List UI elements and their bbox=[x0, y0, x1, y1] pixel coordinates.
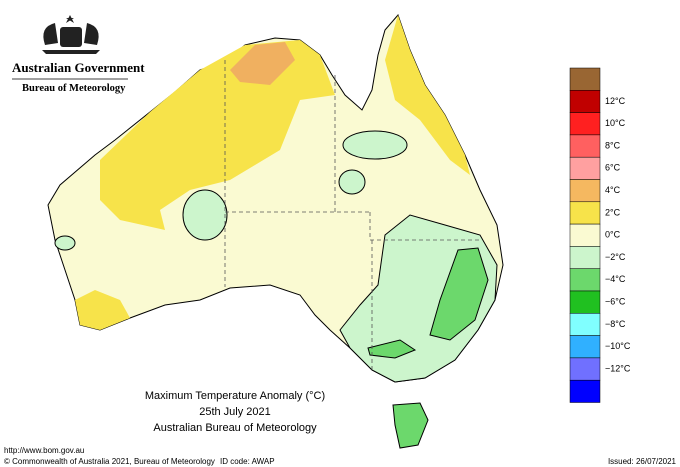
legend-label: 6°C bbox=[605, 163, 621, 173]
map-source: Australian Bureau of Meteorology bbox=[153, 422, 317, 434]
legend-swatch bbox=[569, 379, 601, 403]
warm-east bbox=[385, 15, 470, 175]
footer-issued: Issued: 26/07/2021 bbox=[608, 457, 677, 466]
legend-swatch bbox=[569, 201, 601, 225]
legend: 12°C 10°C 8°C 6°C 4°C 2°C 0°C −2°C −4°C −6°C −8°C −… bbox=[569, 67, 631, 403]
legend-label: −10°C bbox=[605, 341, 631, 351]
legend-swatch bbox=[569, 112, 601, 136]
legend-swatch bbox=[569, 357, 601, 381]
legend-label: 12°C bbox=[605, 96, 626, 106]
cool-pocket bbox=[54, 235, 76, 251]
government: Australian Government bbox=[12, 60, 145, 75]
cool-pocket bbox=[342, 130, 408, 160]
legend-label: −12°C bbox=[605, 363, 631, 373]
footer-copyright: © Commonwealth of Australia 2021, Bureau… bbox=[4, 457, 215, 466]
legend-swatch bbox=[569, 268, 601, 292]
legend-swatch bbox=[569, 156, 601, 180]
legend-swatch bbox=[569, 246, 601, 269]
legend-label: 2°C bbox=[605, 207, 621, 217]
tasmania bbox=[392, 402, 429, 449]
legend-swatch bbox=[569, 90, 601, 113]
legend-swatch bbox=[569, 223, 601, 247]
cool-pocket bbox=[338, 169, 366, 195]
legend-label: −6°C bbox=[605, 297, 626, 307]
australia-map bbox=[47, 14, 504, 449]
map-date: 25th July 2021 bbox=[199, 406, 271, 418]
cool-pocket bbox=[182, 189, 228, 241]
legend-swatch bbox=[569, 290, 601, 314]
warm-west bbox=[75, 290, 130, 330]
legend-swatch bbox=[569, 179, 601, 203]
legend-label: −8°C bbox=[605, 319, 626, 329]
colder-southeast bbox=[429, 247, 489, 341]
legend-label: −4°C bbox=[605, 274, 626, 284]
footer-url: http://www.bom.gov.au bbox=[4, 446, 84, 455]
legend-label: −2°C bbox=[605, 252, 626, 262]
legend-label: 4°C bbox=[605, 185, 621, 195]
legend-label: 10°C bbox=[605, 118, 626, 128]
colder-south bbox=[367, 339, 417, 359]
hot-north bbox=[230, 42, 295, 85]
legend-label: 0°C bbox=[605, 230, 621, 240]
legend-swatch bbox=[569, 67, 601, 91]
legend-swatch bbox=[569, 134, 601, 158]
bureau: Bureau of Meteorology bbox=[22, 83, 126, 94]
legend-label: 8°C bbox=[605, 140, 621, 150]
footer-id: ID code: AWAP bbox=[220, 457, 275, 466]
warm-north bbox=[100, 40, 335, 230]
map-title: Maximum Temperature Anomaly (°C) bbox=[145, 390, 325, 402]
state-borders bbox=[224, 60, 480, 370]
crest bbox=[42, 15, 100, 54]
legend-swatch bbox=[569, 313, 601, 336]
legend-swatch bbox=[569, 335, 601, 359]
